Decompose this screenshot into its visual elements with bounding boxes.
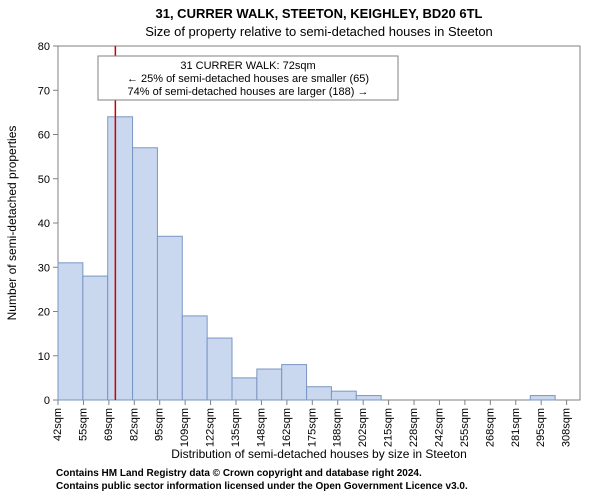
x-tick-label: 69sqm <box>103 408 115 441</box>
y-tick-label: 20 <box>38 307 50 319</box>
x-tick-label: 188sqm <box>332 408 344 447</box>
histogram-bar <box>530 396 555 400</box>
x-tick-label: 215sqm <box>383 408 395 447</box>
y-tick-label: 70 <box>38 85 50 97</box>
x-tick-label: 228sqm <box>408 408 420 447</box>
x-tick-label: 109sqm <box>179 408 191 447</box>
annotation-line-1: 31 CURRER WALK: 72sqm <box>180 60 315 72</box>
histogram-bar <box>257 369 282 400</box>
chart-title-sub: Size of property relative to semi-detach… <box>145 24 493 39</box>
x-tick-label: 295sqm <box>535 408 547 447</box>
x-tick-label: 242sqm <box>433 408 445 447</box>
y-tick-label: 10 <box>38 351 50 363</box>
histogram-bar <box>207 338 232 400</box>
x-tick-label: 82sqm <box>128 408 140 441</box>
histogram-bar <box>58 263 83 400</box>
annotation-line-3: 74% of semi-detached houses are larger (… <box>128 86 369 98</box>
histogram-bar <box>182 316 207 400</box>
annotation-line-2: ← 25% of semi-detached houses are smalle… <box>127 73 369 85</box>
histogram-bar <box>83 276 108 400</box>
x-tick-label: 281sqm <box>510 408 522 447</box>
y-tick-label: 30 <box>38 262 50 274</box>
x-tick-label: 122sqm <box>205 408 217 447</box>
x-tick-label: 135sqm <box>230 408 242 447</box>
x-tick-label: 308sqm <box>561 408 573 447</box>
x-tick-label: 148sqm <box>255 408 267 447</box>
x-tick-label: 202sqm <box>357 408 369 447</box>
x-tick-label: 255sqm <box>459 408 471 447</box>
plot-area: 0 10 20 30 40 50 60 70 80 42sqm 55sqm 69sqm 82sqm 95s… <box>38 41 580 447</box>
histogram-bar <box>356 396 381 400</box>
x-tick-label: 42sqm <box>52 408 64 441</box>
annotation-box: 31 CURRER WALK: 72sqm ← 25% of semi-deta… <box>98 56 398 100</box>
histogram-bar <box>157 236 182 400</box>
histogram-bar <box>108 117 133 400</box>
histogram-bar <box>133 148 158 400</box>
x-tick-label: 268sqm <box>484 408 496 447</box>
x-axis-label: Distribution of semi-detached houses by … <box>171 447 467 461</box>
x-tick-label: 175sqm <box>306 408 318 447</box>
chart-title-main: 31, CURRER WALK, STEETON, KEIGHLEY, BD20… <box>156 6 483 21</box>
x-tick-label: 95sqm <box>154 408 166 441</box>
y-tick-label: 40 <box>38 218 50 230</box>
histogram-bar <box>331 391 356 400</box>
histogram-bar <box>282 365 307 400</box>
x-tick-label: 162sqm <box>281 408 293 447</box>
footer-line-1: Contains HM Land Registry data © Crown c… <box>56 468 422 479</box>
y-tick-label: 60 <box>38 130 50 142</box>
y-tick-label: 80 <box>38 41 50 53</box>
x-tick-label: 55sqm <box>77 408 89 441</box>
y-tick-label: 0 <box>44 395 50 407</box>
histogram-bar <box>232 378 257 400</box>
footer-line-2: Contains public sector information licen… <box>56 481 468 492</box>
histogram-chart: 31, CURRER WALK, STEETON, KEIGHLEY, BD20… <box>0 0 600 500</box>
y-tick-label: 50 <box>38 174 50 186</box>
y-axis-label: Number of semi-detached properties <box>5 126 19 321</box>
histogram-bar <box>307 387 332 400</box>
